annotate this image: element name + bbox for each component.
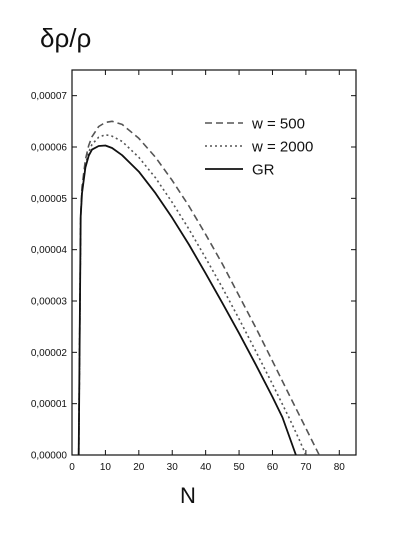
y-axis-ticks: 0,00000 0,00001 0,00002 0,00003 0,00004 0,000…: [31, 91, 356, 462]
x-tick-label: 30: [167, 462, 179, 473]
plot-frame: [71, 69, 357, 456]
series-group: [77, 120, 320, 456]
y-tick-label: 0,00001: [31, 399, 68, 410]
y-tick-label: 0,00002: [31, 348, 68, 359]
legend: w = 500 w = 2000 GR: [205, 116, 313, 179]
legend-label: GR: [252, 162, 275, 179]
legend-label: w = 500: [251, 116, 305, 133]
x-tick-label: 20: [133, 462, 145, 473]
y-axis-title: δρ/ρ: [40, 23, 91, 53]
series-line-2: [77, 133, 307, 456]
x-tick-label: 40: [200, 462, 212, 473]
y-tick-label: 0,00006: [31, 143, 68, 154]
x-tick-label: 70: [300, 462, 312, 473]
series-line-1: [77, 120, 320, 456]
x-axis-ticks: 0 10 20 30 40 50 60 70 80: [69, 70, 345, 473]
y-tick-label: 0,00003: [31, 297, 68, 308]
y-tick-label: 0,00004: [31, 245, 68, 256]
legend-label: w = 2000: [251, 139, 313, 156]
x-tick-label: 60: [267, 462, 279, 473]
y-tick-label: 0,00005: [31, 194, 68, 205]
x-tick-label: 50: [233, 462, 245, 473]
y-tick-label: 0,00007: [31, 91, 68, 102]
x-tick-label: 0: [69, 462, 75, 473]
y-tick-label: 0,00000: [31, 451, 68, 462]
x-tick-label: 80: [334, 462, 346, 473]
x-tick-label: 10: [100, 462, 112, 473]
series-line-3: [77, 144, 297, 456]
x-axis-title: N: [180, 483, 196, 508]
